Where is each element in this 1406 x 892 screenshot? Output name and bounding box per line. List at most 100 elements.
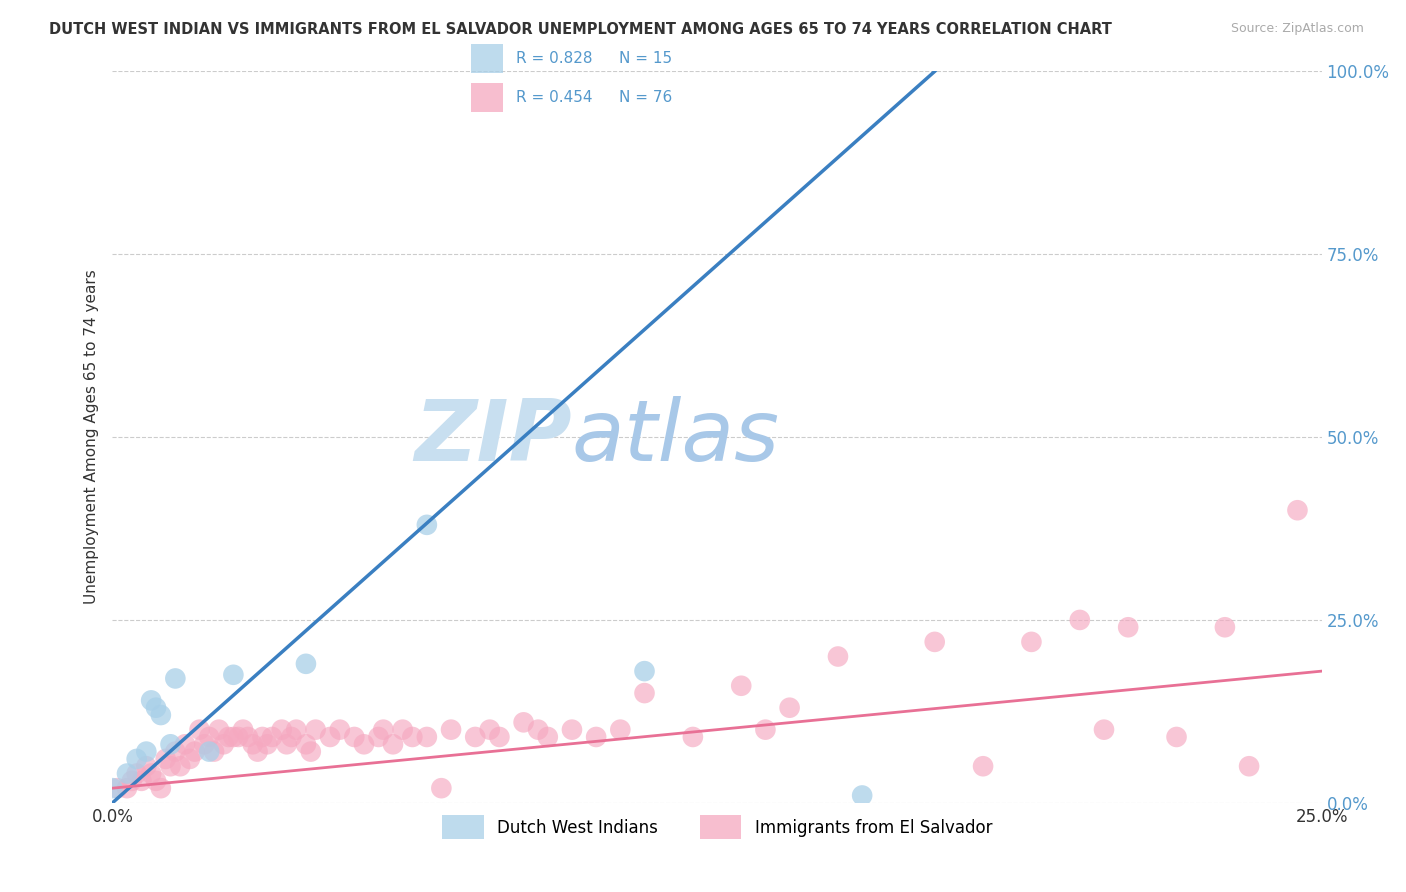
- Point: [1069, 613, 1091, 627]
- Legend: Dutch West Indians, Immigrants from El Salvador: Dutch West Indians, Immigrants from El S…: [436, 809, 998, 846]
- Point: [329, 723, 352, 737]
- Point: [252, 730, 274, 744]
- Point: [779, 700, 801, 714]
- Point: [416, 517, 439, 532]
- Bar: [471, 83, 503, 112]
- Point: [218, 730, 240, 744]
- Point: [295, 657, 318, 671]
- Point: [276, 737, 298, 751]
- Point: [242, 737, 264, 751]
- Point: [1092, 723, 1115, 737]
- Point: [198, 745, 221, 759]
- Point: [125, 752, 148, 766]
- Point: [367, 730, 389, 744]
- Point: [188, 723, 211, 737]
- Point: [193, 737, 215, 751]
- Point: [633, 686, 655, 700]
- Point: [135, 745, 157, 759]
- Text: Source: ZipAtlas.com: Source: ZipAtlas.com: [1230, 22, 1364, 36]
- Point: [1021, 635, 1043, 649]
- Point: [295, 737, 318, 751]
- Y-axis label: Unemployment Among Ages 65 to 74 years: Unemployment Among Ages 65 to 74 years: [83, 269, 98, 605]
- Point: [319, 730, 342, 744]
- Point: [115, 766, 138, 780]
- Point: [285, 723, 308, 737]
- Point: [208, 723, 231, 737]
- Point: [478, 723, 501, 737]
- Point: [232, 723, 254, 737]
- Point: [183, 745, 205, 759]
- Point: [262, 730, 284, 744]
- Point: [115, 781, 138, 796]
- Point: [159, 759, 181, 773]
- Text: N = 76: N = 76: [619, 90, 672, 105]
- Point: [1116, 620, 1139, 634]
- Point: [141, 766, 163, 780]
- Bar: [471, 44, 503, 73]
- Point: [682, 730, 704, 744]
- Point: [141, 693, 163, 707]
- Point: [159, 737, 181, 751]
- Point: [343, 730, 366, 744]
- Point: [105, 781, 128, 796]
- Point: [488, 730, 510, 744]
- Text: ZIP: ZIP: [415, 395, 572, 479]
- Point: [353, 737, 375, 751]
- Point: [135, 759, 157, 773]
- Point: [198, 730, 221, 744]
- Point: [226, 730, 249, 744]
- Point: [212, 737, 235, 751]
- Text: DUTCH WEST INDIAN VS IMMIGRANTS FROM EL SALVADOR UNEMPLOYMENT AMONG AGES 65 TO 7: DUTCH WEST INDIAN VS IMMIGRANTS FROM EL …: [49, 22, 1112, 37]
- Point: [125, 766, 148, 780]
- Point: [131, 773, 153, 788]
- Point: [609, 723, 631, 737]
- Point: [464, 730, 486, 744]
- Point: [256, 737, 278, 751]
- Point: [373, 723, 395, 737]
- Text: N = 15: N = 15: [619, 51, 672, 66]
- Point: [101, 781, 124, 796]
- Point: [382, 737, 405, 751]
- Point: [512, 715, 534, 730]
- Point: [145, 700, 167, 714]
- Point: [851, 789, 873, 803]
- Point: [179, 752, 201, 766]
- Point: [561, 723, 583, 737]
- Point: [222, 667, 245, 681]
- Point: [537, 730, 560, 744]
- Point: [149, 781, 172, 796]
- Point: [730, 679, 752, 693]
- Point: [430, 781, 453, 796]
- Point: [440, 723, 463, 737]
- Point: [222, 730, 245, 744]
- Point: [1213, 620, 1236, 634]
- Point: [165, 745, 187, 759]
- Point: [416, 730, 439, 744]
- Point: [246, 745, 269, 759]
- Point: [270, 723, 292, 737]
- Point: [174, 737, 197, 751]
- Point: [299, 745, 322, 759]
- Point: [924, 635, 946, 649]
- Text: R = 0.454: R = 0.454: [516, 90, 592, 105]
- Point: [1166, 730, 1188, 744]
- Point: [972, 759, 994, 773]
- Point: [202, 745, 225, 759]
- Point: [169, 759, 191, 773]
- Point: [155, 752, 177, 766]
- Point: [280, 730, 302, 744]
- Point: [1237, 759, 1260, 773]
- Point: [304, 723, 326, 737]
- Point: [585, 730, 607, 744]
- Point: [165, 672, 187, 686]
- Point: [236, 730, 259, 744]
- Text: atlas: atlas: [572, 395, 780, 479]
- Point: [401, 730, 423, 744]
- Point: [1286, 503, 1309, 517]
- Point: [754, 723, 776, 737]
- Point: [149, 708, 172, 723]
- Point: [633, 664, 655, 678]
- Point: [145, 773, 167, 788]
- Text: R = 0.828: R = 0.828: [516, 51, 592, 66]
- Point: [391, 723, 413, 737]
